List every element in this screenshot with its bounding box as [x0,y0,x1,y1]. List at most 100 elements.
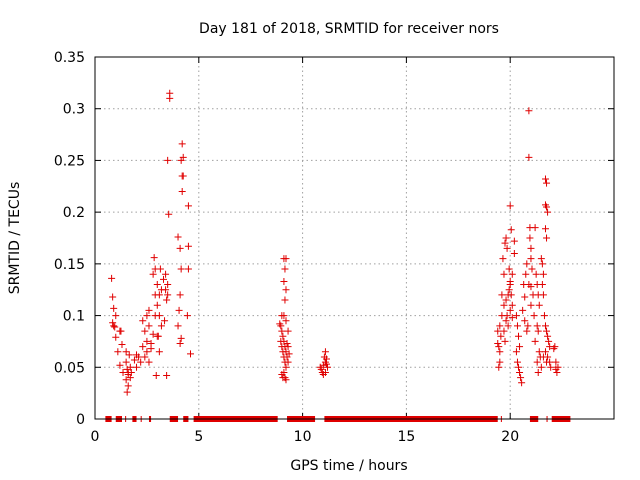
data-point [175,306,183,314]
data-point [501,239,509,247]
x-tick-label: 15 [397,429,415,445]
data-point [500,301,508,309]
data-point [534,327,542,335]
data-point [126,374,134,382]
data-point [277,322,285,330]
data-point [282,286,290,294]
data-point [539,353,547,361]
data-point [545,337,553,345]
data-point [152,372,160,380]
data-point [510,250,518,258]
data-point [151,291,159,299]
data-point [322,355,330,363]
data-point [162,286,170,294]
data-point [527,283,535,291]
data-point [506,202,514,210]
data-point [155,312,163,320]
data-point [184,242,192,250]
data-point [126,363,134,371]
data-point [110,322,118,330]
data-point [177,265,185,273]
data-point [552,365,560,373]
data-point [510,237,518,245]
data-point [543,179,551,187]
data-point [497,332,505,340]
data-point [506,277,514,285]
data-point [539,291,547,299]
data-point [283,339,291,347]
data-point [495,363,503,371]
data-point [183,312,191,320]
data-point [505,286,513,294]
data-point [502,234,510,242]
data-point [525,107,533,115]
data-point [512,348,520,356]
data-point [528,265,536,273]
data-point [282,363,290,371]
data-point [112,333,120,341]
data-point [116,361,124,369]
data-point [507,291,515,299]
data-point [508,270,516,278]
data-point [278,327,286,335]
data-point [145,358,153,366]
data-point [153,332,161,340]
data-point [160,275,168,283]
data-point [324,363,332,371]
data-point [515,363,523,371]
data-point [118,341,126,349]
data-point [178,187,186,195]
data-point [538,281,546,289]
data-point [278,343,286,351]
data-point [512,312,520,320]
data-point [521,293,529,301]
data-point [174,322,182,330]
data-point [122,358,130,366]
y-tick-labels: 0 0.05 0.1 0.15 0.2 0.25 0.3 0.35 [54,50,85,428]
data-point [112,312,120,320]
x-tick-labels: 0 5 10 15 20 [91,429,520,445]
data-point [161,317,169,325]
data-point [321,348,329,356]
data-point [508,314,516,322]
data-point [153,281,161,289]
data-point [516,368,524,376]
data-point [500,327,508,335]
data-point [147,345,155,353]
data-point [502,317,510,325]
data-point [513,358,521,366]
data-point [122,348,130,356]
data-point [110,304,118,312]
data-point [280,353,288,361]
data-point [517,374,525,382]
data-point [163,296,171,304]
data-point [143,312,151,320]
data-point [135,353,143,361]
data-point [117,327,125,335]
chart-title: Day 181 of 2018, SRMTID for receiver nor… [199,21,499,37]
data-point [184,265,192,273]
data-point [164,156,172,164]
data-point [527,255,535,263]
data-point [141,353,149,361]
data-point [524,322,532,330]
y-tick-label: 0.35 [54,50,85,66]
data-point [282,255,290,263]
data-point [499,255,507,263]
data-point [176,291,184,299]
x-tick-label: 20 [501,429,519,445]
data-point [515,332,523,340]
data-point [149,270,157,278]
data-point [533,322,541,330]
data-point [184,202,192,210]
data-point [494,339,502,347]
data-point [141,327,149,335]
data-point [145,306,153,314]
data-point [544,332,552,340]
data-point [281,358,289,366]
data-point [285,350,293,358]
data-point [139,343,147,351]
data-point [552,358,560,366]
